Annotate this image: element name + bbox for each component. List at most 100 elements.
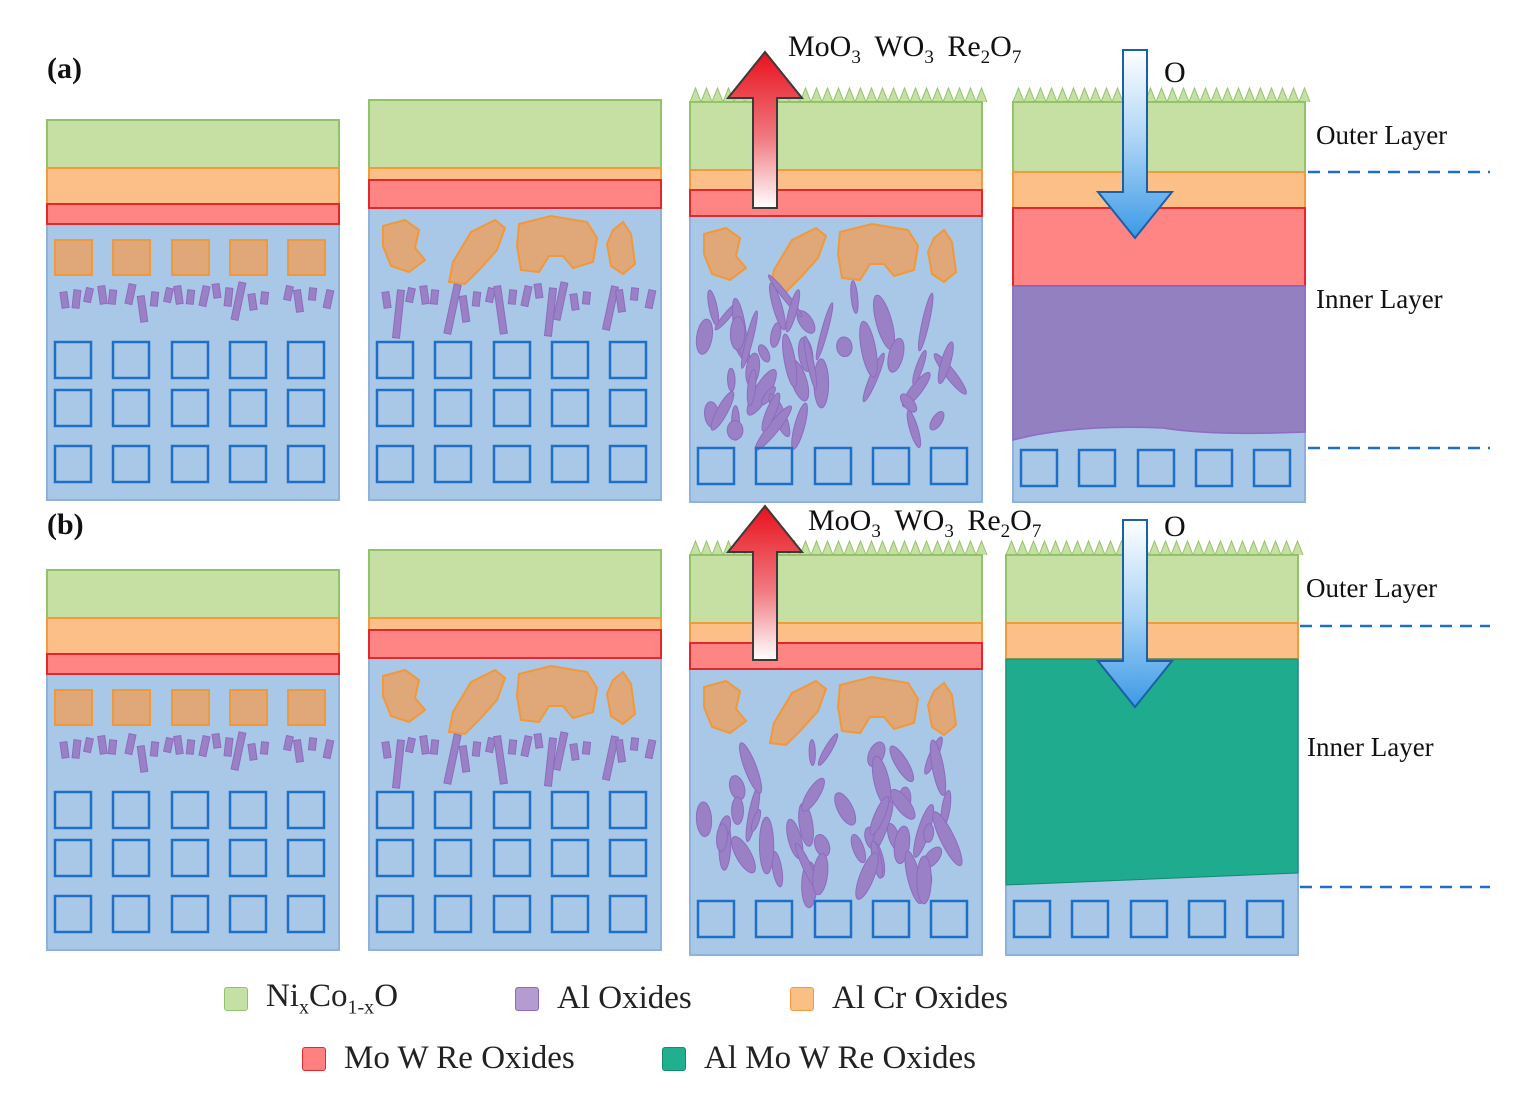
a-stage2-rod bbox=[485, 286, 496, 304]
a-stage2-square bbox=[492, 444, 532, 484]
a-stage3-al-oxide bbox=[757, 344, 771, 363]
a-stage2-rod bbox=[391, 289, 406, 339]
a-stage1-particle bbox=[171, 239, 210, 276]
b-stage2-square bbox=[375, 894, 415, 934]
a-stage1-alcr-layer bbox=[46, 167, 340, 205]
a-stage3-al-oxide bbox=[887, 337, 905, 373]
wo3-a: WO3 bbox=[874, 30, 934, 68]
a-stage2-alcr-particle bbox=[515, 214, 599, 274]
b-stage1-particle bbox=[287, 689, 326, 726]
b-stage4-nico-layer bbox=[1005, 554, 1299, 624]
oxygen-arrow-a bbox=[1095, 49, 1175, 240]
b-stage1-rod bbox=[307, 737, 318, 751]
b-stage2-square bbox=[433, 790, 473, 830]
b-stage1-rod bbox=[185, 739, 196, 755]
outer-layer-label-a: Outer Layer bbox=[1316, 120, 1448, 150]
legend-swatch-al bbox=[515, 986, 539, 1011]
a-stage2-rod bbox=[507, 289, 518, 305]
a-stage2-rod bbox=[443, 283, 462, 335]
b-stage4-grass bbox=[1005, 539, 1304, 557]
outer-layer-label-b: Outer Layer bbox=[1306, 573, 1438, 603]
legend-item-alcr: Al Cr Oxides bbox=[790, 980, 1008, 1017]
re2o7-b: Re2O7 bbox=[967, 504, 1042, 542]
volatile-oxides-label-b: MoO3 WO3 Re2O7 bbox=[808, 504, 1041, 543]
b-stage1-square bbox=[170, 894, 210, 934]
b-stage1-particle bbox=[229, 689, 268, 726]
a-stage3-al-oxide bbox=[782, 333, 798, 388]
a-stage1-nico-layer bbox=[46, 119, 340, 169]
a-stage3-alcr-particle bbox=[836, 222, 920, 282]
a-stage2-alcr-layer bbox=[368, 167, 662, 181]
a-stage2-square bbox=[550, 444, 590, 484]
a-stage3-al-oxide bbox=[726, 420, 744, 441]
b-stage2-rod bbox=[569, 742, 580, 761]
b-stage1-rod bbox=[149, 741, 160, 757]
a-stage4-grass bbox=[1012, 86, 1311, 104]
a-stage4-square bbox=[1077, 448, 1117, 488]
a-stage2-square bbox=[550, 388, 590, 428]
a-stage3-al-oxide bbox=[707, 289, 720, 327]
volatile-oxides-label-a: MoO3 WO3 Re2O7 bbox=[788, 30, 1021, 69]
b-stage3-al-oxide bbox=[817, 733, 839, 766]
b-stage3-al-oxide bbox=[855, 852, 879, 900]
volatile-arrow-a bbox=[725, 50, 805, 209]
a-stage2-alcr-particle bbox=[382, 218, 427, 274]
b-stage2-rod bbox=[405, 736, 416, 754]
b-stage2-rod bbox=[533, 732, 544, 749]
oxygen-label-b: O bbox=[1164, 510, 1186, 543]
b-stage1-particle bbox=[171, 689, 210, 726]
b-stage1-square bbox=[228, 894, 268, 934]
b-stage1-rod bbox=[173, 734, 184, 755]
b-stage2-rod bbox=[419, 734, 430, 755]
b-stage1-square bbox=[170, 838, 210, 878]
legend-item-almowre: Al Mo W Re Oxides bbox=[662, 1040, 976, 1077]
b-stage2-square bbox=[492, 838, 532, 878]
b-stage2-rod bbox=[429, 739, 440, 755]
a-stage2-square bbox=[375, 340, 415, 380]
a-stage1-rod bbox=[307, 287, 318, 301]
b-stage3-nico-layer bbox=[689, 554, 983, 624]
b-stage3-alcr-particle bbox=[768, 679, 828, 747]
b-stage1-rod bbox=[247, 742, 258, 761]
a-stage3-al-oxide bbox=[937, 341, 954, 385]
b-stage2-rod bbox=[471, 741, 482, 757]
a-stage2-rod bbox=[520, 285, 533, 308]
a-stage2-square bbox=[433, 444, 473, 484]
b-stage1-rod bbox=[107, 739, 118, 755]
a-stage1-rod bbox=[292, 288, 305, 313]
b-stage1-rod bbox=[211, 732, 222, 749]
b-stage2-square bbox=[492, 894, 532, 934]
a-stage1-rod bbox=[283, 284, 294, 302]
b-stage2-rod bbox=[543, 737, 558, 787]
b-stage2-alcr-layer bbox=[368, 617, 662, 631]
a-stage2-rod bbox=[471, 291, 482, 307]
a-stage3-mowre-layer bbox=[689, 189, 983, 217]
a-stage3-alcr-particle bbox=[768, 226, 828, 294]
b-stage2-alcr-particle bbox=[515, 664, 599, 724]
a-stage4-al-oxide-inner bbox=[1012, 285, 1306, 441]
a-stage1-square bbox=[228, 340, 268, 380]
b-stage2-rod bbox=[601, 735, 620, 781]
a-stage3-al-oxide bbox=[859, 320, 878, 378]
b-stage2-square bbox=[433, 838, 473, 878]
a-stage1-rod bbox=[124, 283, 137, 306]
b-stage1-square bbox=[111, 894, 151, 934]
a-stage1-square bbox=[286, 388, 326, 428]
b-stage1-rod bbox=[292, 738, 305, 763]
a-stage1-particle bbox=[54, 239, 93, 276]
b-stage2-rod bbox=[644, 738, 657, 760]
a-stage3-al-oxide bbox=[769, 322, 782, 348]
a-stage1-particle bbox=[229, 239, 268, 276]
b-stage4-square bbox=[1245, 899, 1285, 939]
b-stage1-square bbox=[286, 894, 326, 934]
a-stage1-particle bbox=[287, 239, 326, 276]
a-stage1-square bbox=[53, 444, 93, 484]
a-stage2-rod bbox=[644, 288, 657, 310]
b-stage2-square bbox=[375, 838, 415, 878]
legend-label-al: Al Oxides bbox=[557, 980, 692, 1016]
legend-swatch-almowre bbox=[662, 1046, 686, 1071]
a-stage2-square bbox=[492, 388, 532, 428]
a-stage3-alcr-particle bbox=[703, 226, 748, 282]
b-stage1-rod bbox=[59, 740, 70, 759]
